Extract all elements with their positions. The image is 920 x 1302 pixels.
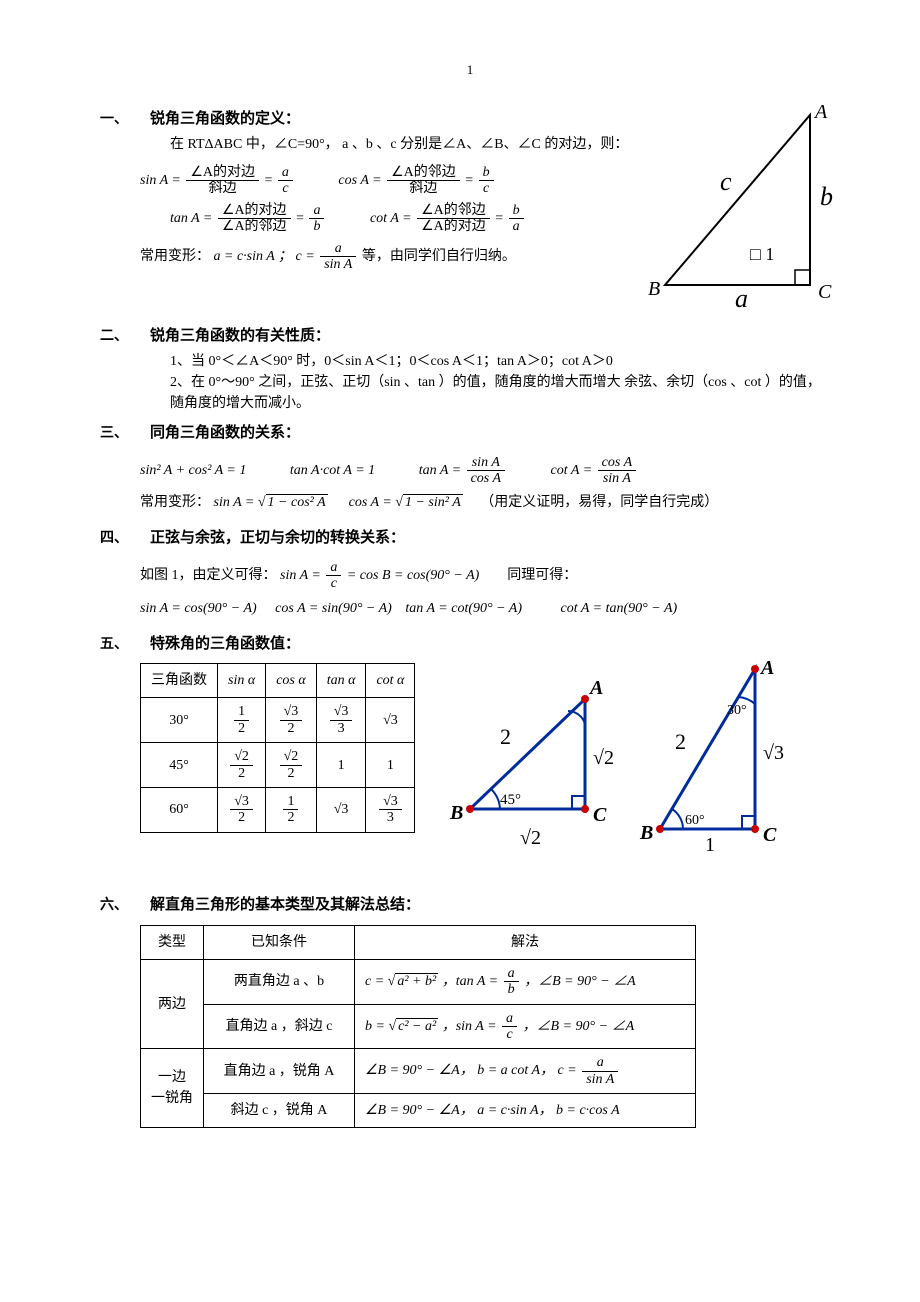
solve-triangle-table: 类型 已知条件 解法 两边 两直角边 a 、b c = √a² + b² ，ta… — [140, 925, 696, 1128]
svg-text:√2: √2 — [593, 747, 614, 769]
tan-cot-definitions: tan A = ∠A的对边∠A的邻边 = ab cot A = ∠A的邻边∠A的… — [170, 203, 640, 235]
section-6-title: 解直角三角形的基本类型及其解法总结： — [150, 894, 420, 917]
section-5-num: 五、 — [100, 634, 150, 655]
table-row: 斜边 c ，锐角 A ∠B = 90° − ∠A， a = c·sin A， b… — [141, 1094, 696, 1128]
section-1-title: 锐角三角函数的定义： — [150, 108, 300, 131]
table-row: 两边 两直角边 a 、b c = √a² + b² ，tan A = ab ，∠… — [141, 959, 696, 1004]
svg-text:C: C — [818, 281, 832, 303]
svg-text:b: b — [820, 182, 833, 211]
svg-text:B: B — [639, 822, 653, 844]
section-3-identities: sin² A + cos² A = 1 tan A·cot A = 1 tan … — [140, 455, 840, 487]
section-2-item-2: 2、在 0°～90° 之间，正弦、正切（sin 、tan ）的值，随角度的增大而… — [170, 372, 840, 414]
svg-text:2: 2 — [500, 724, 511, 749]
section-1-body: 在 RTΔABC 中，∠C=90°， a 、b 、c 分别是∠A、∠B、∠C 的… — [170, 134, 640, 155]
section-2-num: 二、 — [100, 326, 150, 347]
page-number: 1 — [100, 60, 840, 80]
triangle-45-diagram: A B C 2 √2 √2 45° — [445, 659, 625, 866]
section-2-item-1: 1、当 0°＜∠A＜90° 时，0＜sin A＜1；0＜cos A＜1；tan … — [170, 351, 840, 372]
section-1-variants: 常用变形： a = c·sin A ； c = asin A 等，由同学们自行归… — [140, 241, 640, 273]
svg-text:B: B — [449, 802, 463, 824]
svg-text:2: 2 — [675, 729, 686, 754]
section-3-num: 三、 — [100, 423, 150, 444]
svg-text:c: c — [720, 167, 732, 196]
svg-text:√3: √3 — [763, 742, 784, 764]
svg-text:45°: 45° — [500, 792, 521, 808]
svg-text:C: C — [763, 824, 777, 846]
special-angles-table: 三角函数 sin α cos α tan α cot α 30° 12 √32 … — [140, 663, 415, 832]
section-1-num: 一、 — [100, 109, 150, 130]
table-row: 30° 12 √32 √33 √3 — [141, 698, 415, 743]
svg-text:30°: 30° — [727, 703, 747, 718]
section-4-line-1: 如图 1，由定义可得： sin A = ac = cos B = cos(90°… — [140, 560, 840, 592]
svg-text:B: B — [648, 278, 660, 300]
triangle-30-60-diagram: A B C 2 √3 1 60° 30° — [625, 659, 795, 886]
svg-text:A: A — [813, 101, 828, 123]
svg-text:A: A — [588, 677, 603, 699]
svg-text:a: a — [735, 284, 748, 310]
section-4-line-2: sin A = cos(90° − A) cos A = sin(90° − A… — [140, 598, 840, 619]
table-row: 60° √32 12 √3 √33 — [141, 787, 415, 832]
figure-1-triangle: A B C c b a □ 1 — [640, 100, 840, 317]
section-3-title: 同角三角函数的关系： — [150, 422, 300, 445]
section-3-variants: 常用变形： sin A = √1 − cos² A cos A = √1 − s… — [140, 492, 840, 513]
section-6-num: 六、 — [100, 895, 150, 916]
svg-text:√2: √2 — [520, 827, 541, 849]
section-5-title: 特殊角的三角函数值： — [150, 633, 300, 656]
svg-text:60°: 60° — [685, 813, 705, 828]
svg-text:□ 1: □ 1 — [750, 244, 774, 264]
svg-text:1: 1 — [705, 834, 715, 856]
section-4-num: 四、 — [100, 528, 150, 549]
table-row: 45° √22 √22 1 1 — [141, 743, 415, 788]
section-4-title: 正弦与余弦，正切与余切的转换关系： — [150, 527, 405, 550]
sin-cos-definitions: sin A = ∠A的对边斜边 = ac cos A = ∠A的邻边斜边 = b… — [140, 165, 640, 197]
svg-text:C: C — [593, 804, 607, 826]
table-row: 一边 一锐角 直角边 a ，锐角 A ∠B = 90° − ∠A， b = a … — [141, 1049, 696, 1094]
svg-text:A: A — [759, 659, 774, 679]
section-2-title: 锐角三角函数的有关性质： — [150, 325, 330, 348]
table-row: 直角边 a ，斜边 c b = √c² − a² ，sin A = ac ，∠B… — [141, 1004, 696, 1049]
